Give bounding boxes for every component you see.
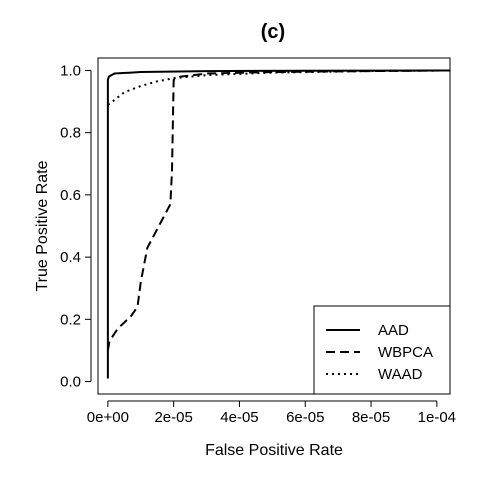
y-tick-label: 0.8: [60, 125, 81, 142]
legend-box: [313, 305, 451, 395]
y-tick-label: 0.6: [60, 187, 81, 204]
x-tick-label: 6e-05: [286, 409, 324, 426]
legend-label-wbpca: WBPCA: [378, 344, 433, 361]
series-line-waad: [107, 69, 451, 106]
series-line-wbpca: [106, 69, 451, 351]
x-tick-label: 1e-04: [418, 409, 456, 426]
x-axis-label: False Positive Rate: [205, 442, 343, 459]
series-layer: [106, 69, 451, 379]
x-axis: 0e+00 2e-05 4e-05 6e-05 8e-05 1e-04: [87, 400, 456, 426]
y-axis: 0.0 0.2 0.4 0.6 0.8 1.0: [60, 62, 92, 391]
y-axis-label: True Positive Rate: [34, 160, 51, 291]
legend-label-aad: AAD: [378, 322, 409, 339]
y-tick-label: 0.4: [60, 249, 81, 266]
plot-frame: [97, 57, 451, 395]
x-tick-label: 0e+00: [87, 409, 129, 426]
y-tick-label: 0.2: [60, 311, 81, 328]
legend: AAD WBPCA WAAD: [313, 305, 451, 395]
chart-title: (c): [261, 21, 285, 43]
x-tick-label: 4e-05: [220, 409, 258, 426]
y-tick-label: 1.0: [60, 62, 81, 79]
y-tick-label: 0.0: [60, 374, 81, 391]
x-tick-label: 2e-05: [154, 409, 192, 426]
legend-label-waad: WAAD: [378, 366, 423, 383]
x-tick-label: 8e-05: [352, 409, 390, 426]
